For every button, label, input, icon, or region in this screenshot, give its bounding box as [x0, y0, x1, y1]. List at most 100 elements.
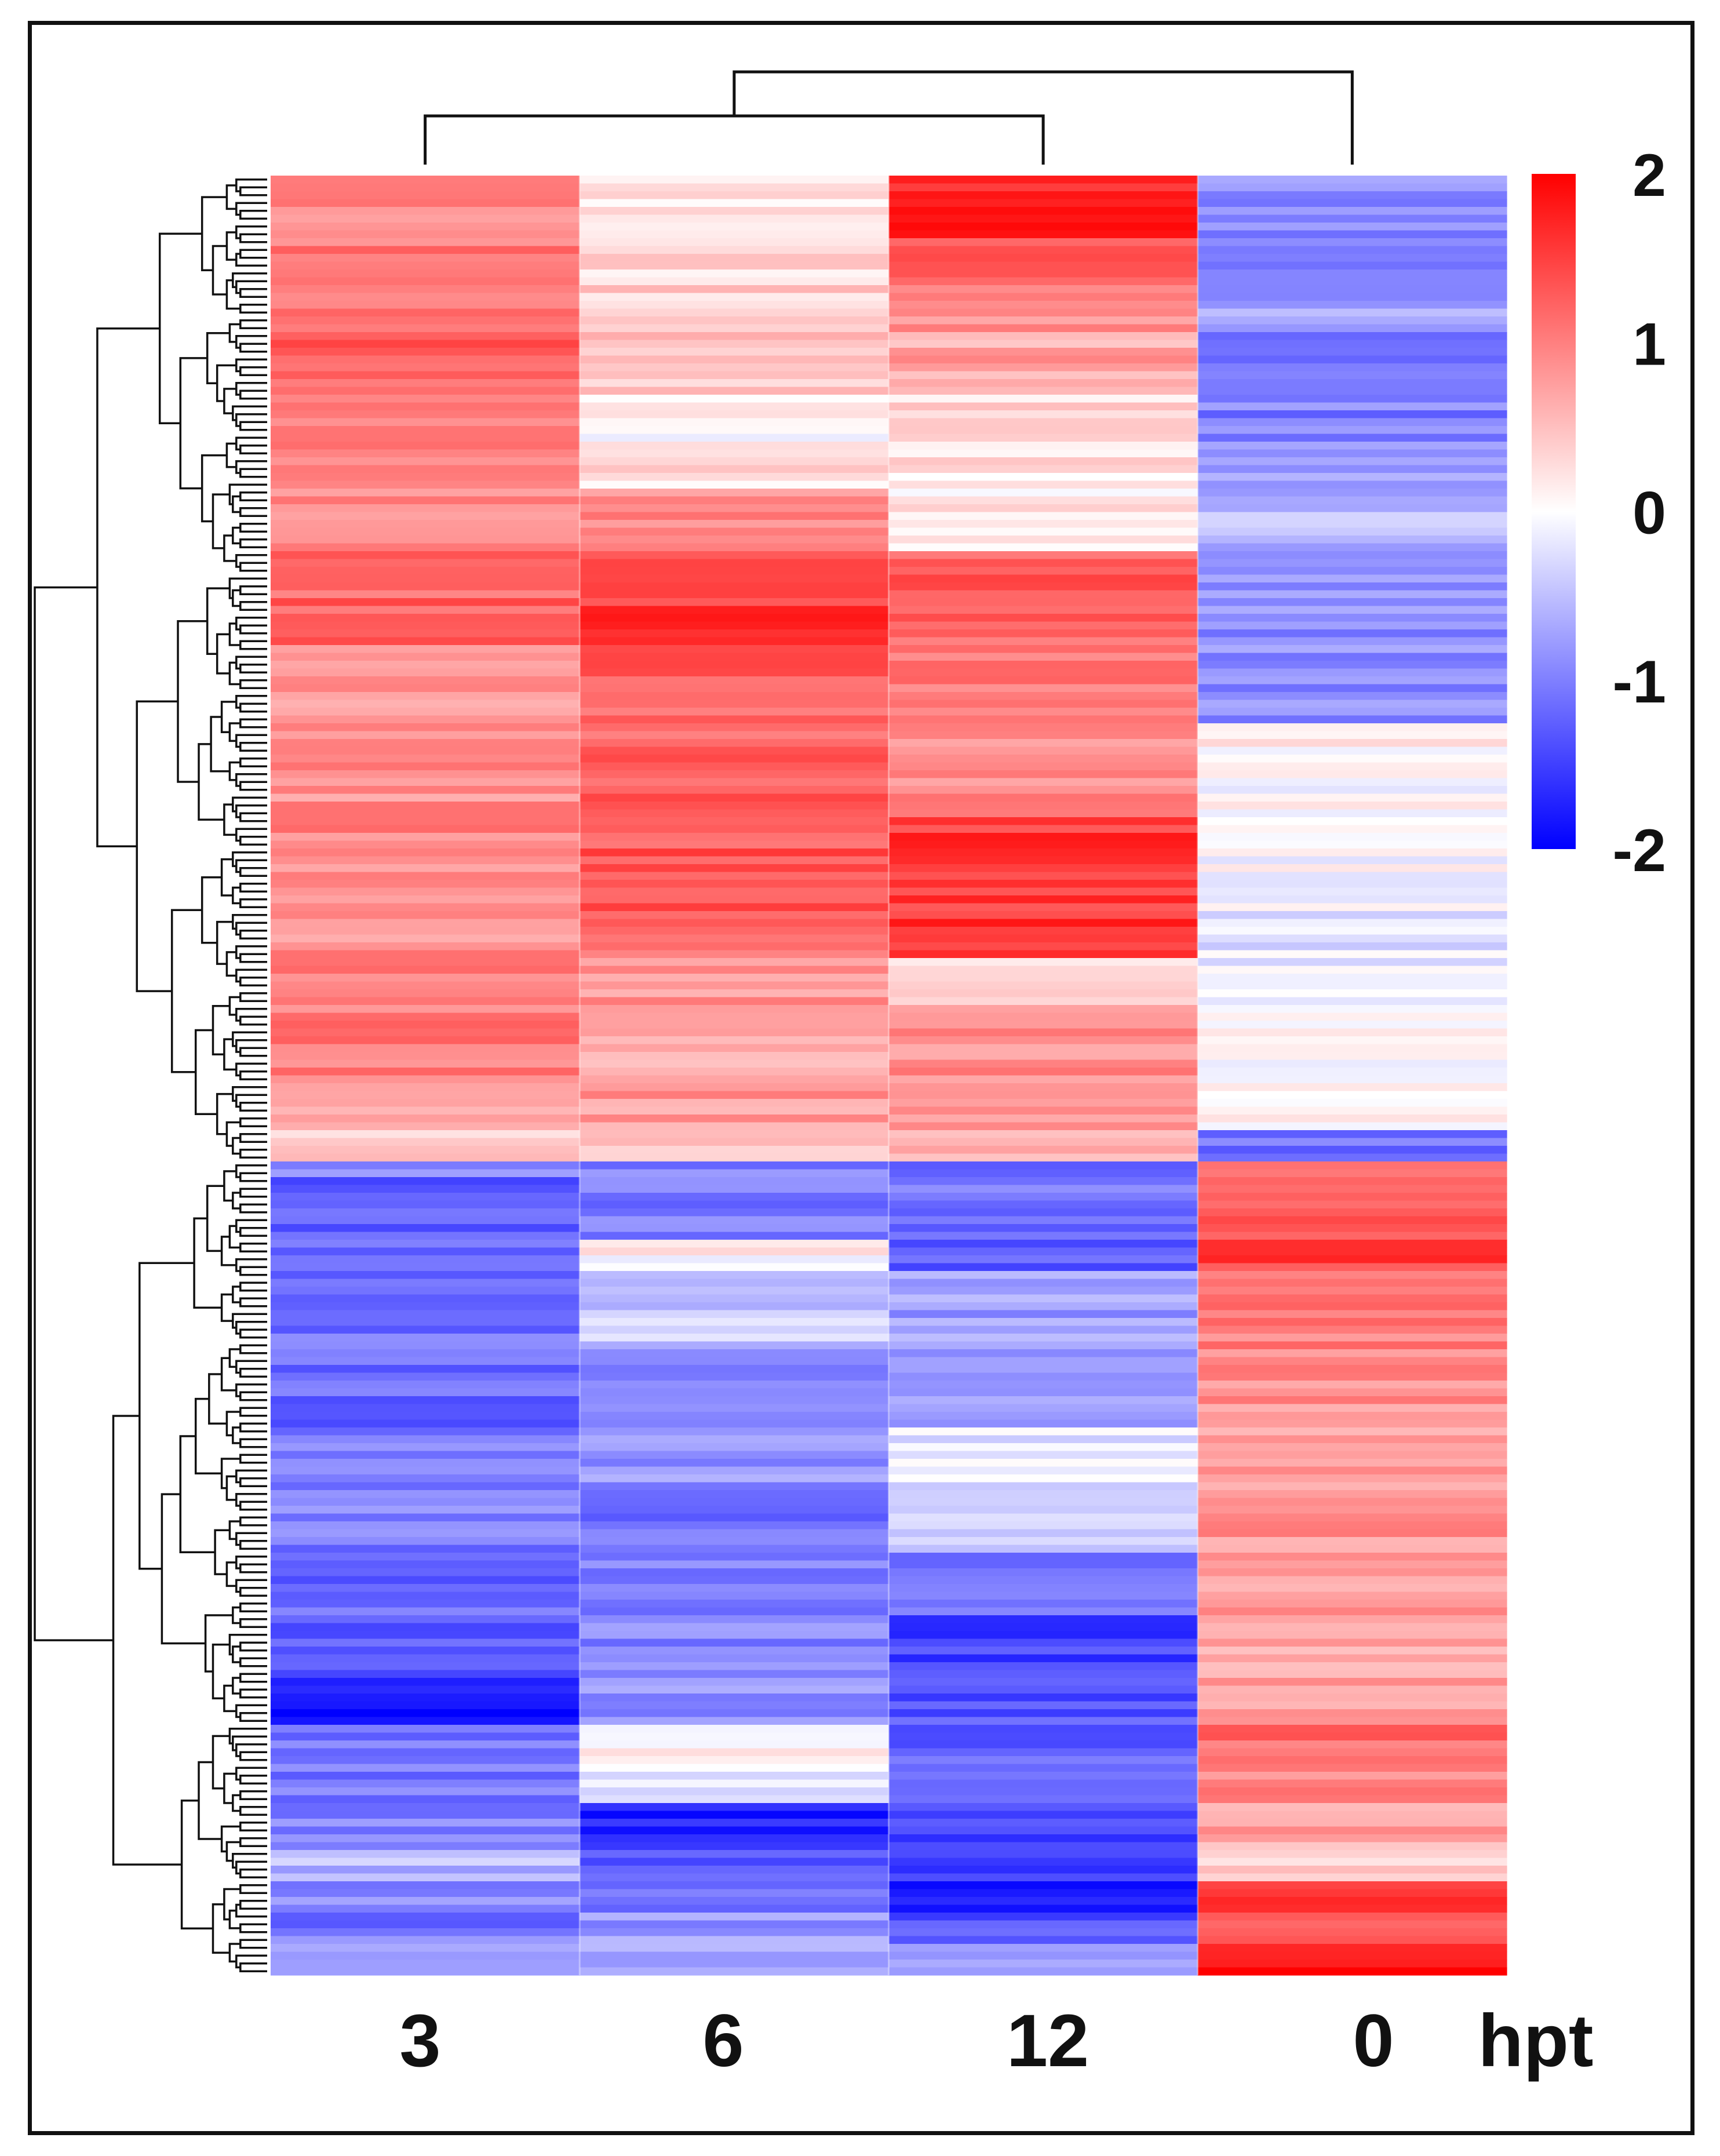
heatmap-cell [271, 355, 580, 364]
heatmap-cell [888, 1325, 1198, 1334]
heatmap-cell [580, 418, 890, 427]
heatmap-cell [888, 1419, 1198, 1428]
heatmap-cell [271, 927, 580, 935]
heatmap-cell [580, 1388, 890, 1397]
heatmap-cell [271, 1772, 580, 1780]
heatmap-cell [1197, 254, 1507, 263]
heatmap-cell [888, 1826, 1198, 1835]
heatmap-cell [1197, 942, 1507, 951]
heatmap-cell [580, 379, 890, 388]
heatmap-cell [271, 371, 580, 380]
heatmap-cell [271, 1263, 580, 1272]
heatmap-cell [888, 1944, 1198, 1953]
heatmap-cell [1197, 223, 1507, 231]
heatmap-cell [271, 512, 580, 520]
heatmap-cell [580, 559, 890, 567]
heatmap-cell [580, 489, 890, 497]
heatmap-cell [1197, 919, 1507, 927]
heatmap-cell [271, 880, 580, 888]
heatmap-cell [580, 1960, 890, 1968]
heatmap-cell [271, 1631, 580, 1640]
heatmap-cell [271, 1474, 580, 1483]
heatmap-cell [1197, 1146, 1507, 1155]
heatmap-cell [580, 1779, 890, 1788]
heatmap-cell [888, 1310, 1198, 1319]
heatmap-cell [1197, 324, 1507, 333]
heatmap-cell [888, 1694, 1198, 1702]
heatmap-cell [1197, 1873, 1507, 1882]
heatmap-cell [888, 1756, 1198, 1765]
heatmap-cell [888, 1513, 1198, 1522]
heatmap-cell [580, 1106, 890, 1115]
heatmap-cell [271, 1584, 580, 1593]
heatmap-cell [888, 614, 1198, 622]
heatmap-cell [580, 723, 890, 732]
heatmap-cell [271, 567, 580, 576]
heatmap-cell [580, 551, 890, 560]
heatmap-cell [888, 551, 1198, 560]
heatmap-cell [580, 1271, 890, 1280]
row-dendrogram-branch [232, 1606, 240, 1625]
heatmap-cell [271, 1106, 580, 1115]
row-dendrogram-branch [232, 1794, 240, 1812]
heatmap-cell [580, 1904, 890, 1913]
heatmap-cell [580, 496, 890, 505]
row-dendrogram-branch [212, 1735, 230, 1790]
heatmap-cell [888, 1490, 1198, 1499]
row-dendrogram-branch [239, 1516, 267, 1527]
heatmap-cell [580, 183, 890, 192]
heatmap-cell [1197, 214, 1507, 223]
heatmap-cell [580, 1928, 890, 1937]
heatmap-cell [888, 981, 1198, 990]
heatmap-cell [888, 762, 1198, 771]
heatmap-cell [888, 574, 1198, 583]
heatmap-cell [580, 1936, 890, 1944]
row-dendrogram-branch [232, 589, 240, 607]
heatmap-cell [271, 1005, 580, 1014]
heatmap-cell [580, 676, 890, 685]
heatmap-cell [271, 1600, 580, 1608]
heatmap-cell [580, 1193, 890, 1201]
row-dendrogram-branch [212, 245, 227, 296]
heatmap-cell [580, 614, 890, 622]
heatmap-cell [888, 1787, 1198, 1796]
heatmap-cell [271, 1419, 580, 1428]
heatmap-cell [1197, 1404, 1507, 1412]
heatmap-cell [580, 1302, 890, 1311]
heatmap-cell [1197, 1427, 1507, 1436]
heatmap-cell [1197, 645, 1507, 654]
heatmap-cell [580, 1654, 890, 1663]
heatmap-cell [1197, 880, 1507, 888]
heatmap-cell [271, 739, 580, 748]
heatmap-cell [1197, 1310, 1507, 1319]
row-dendrogram-branch [180, 1800, 213, 1930]
heatmap-cell [1197, 1075, 1507, 1084]
row-dendrogram-branch [239, 507, 267, 518]
heatmap-cell [1197, 848, 1507, 857]
heatmap-cell [1197, 1177, 1507, 1186]
heatmap-cell [1197, 1357, 1507, 1365]
row-dendrogram-branch [223, 534, 236, 562]
heatmap-cell [271, 348, 580, 356]
heatmap-cell [580, 1717, 890, 1725]
heatmap-cell [1197, 1083, 1507, 1092]
heatmap-cell [580, 270, 890, 278]
row-dendrogram-branch [232, 1192, 240, 1210]
row-dendrogram-branch [239, 538, 267, 549]
heatmap-cell [271, 379, 580, 388]
heatmap-cell [888, 1568, 1198, 1577]
heatmap-cell [271, 191, 580, 200]
heatmap-cell [580, 1662, 890, 1671]
heatmap-cell [271, 1059, 580, 1068]
heatmap-cell [888, 449, 1198, 458]
heatmap-cell [888, 293, 1198, 301]
heatmap-cell [888, 731, 1198, 740]
heatmap-cell [271, 1302, 580, 1311]
heatmap-cell [580, 809, 890, 818]
heatmap-cell [271, 270, 580, 278]
heatmap-cell [1197, 1521, 1507, 1530]
heatmap-cell [888, 1537, 1198, 1546]
heatmap-cell [888, 1106, 1198, 1115]
row-dendrogram-branch [232, 1426, 240, 1444]
heatmap-cell [1197, 1068, 1507, 1076]
